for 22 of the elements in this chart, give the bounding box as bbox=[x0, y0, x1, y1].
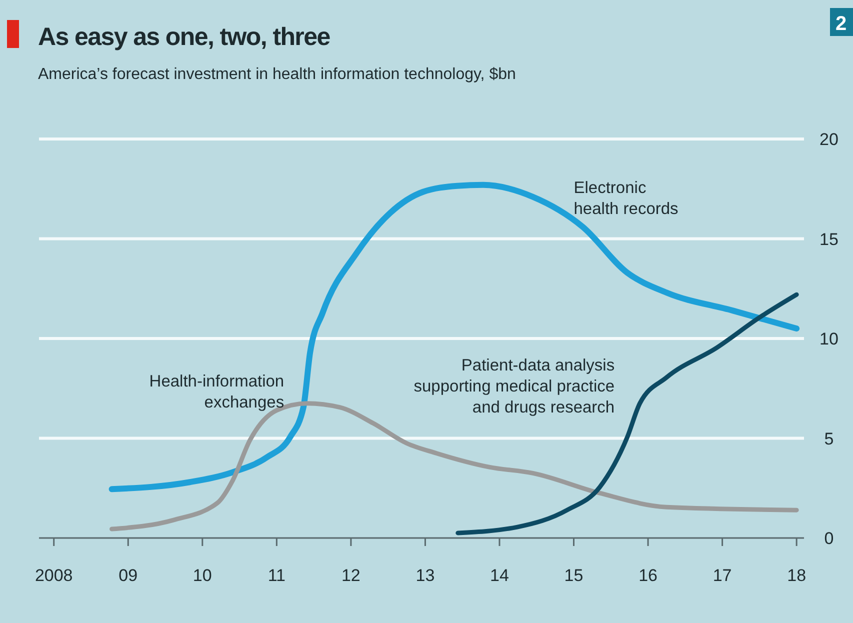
y-tick-label: 0 bbox=[824, 529, 834, 548]
x-tick-label: 09 bbox=[118, 566, 138, 585]
y-tick-label: 10 bbox=[820, 330, 838, 348]
chart-subtitle: America’s forecast investment in health information technology, $bn bbox=[38, 66, 516, 83]
chart-title: As easy as one, two, three bbox=[38, 23, 331, 51]
x-tick-label: 14 bbox=[490, 566, 509, 585]
x-tick-label: 13 bbox=[416, 566, 435, 585]
x-tick-label: 16 bbox=[638, 566, 658, 585]
series-label: Electronic health records bbox=[574, 178, 678, 218]
x-tick-label: 2008 bbox=[34, 566, 73, 585]
x-tick-label: 10 bbox=[192, 566, 212, 585]
series-label: Patient-data analysis supporting medical practice and drugs research bbox=[414, 356, 615, 416]
y-tick-label: 5 bbox=[824, 429, 834, 448]
y-tick-label: 20 bbox=[820, 130, 838, 149]
x-tick-label: 17 bbox=[712, 566, 732, 585]
x-tick-label: 12 bbox=[341, 566, 360, 585]
series-label: Health-information exchanges bbox=[149, 372, 284, 412]
y-tick-label: 15 bbox=[820, 230, 838, 249]
x-tick-label: 11 bbox=[268, 566, 286, 585]
text: 2 bbox=[835, 13, 847, 35]
x-tick-label: 18 bbox=[787, 566, 806, 585]
x-tick-label: 15 bbox=[564, 566, 584, 585]
